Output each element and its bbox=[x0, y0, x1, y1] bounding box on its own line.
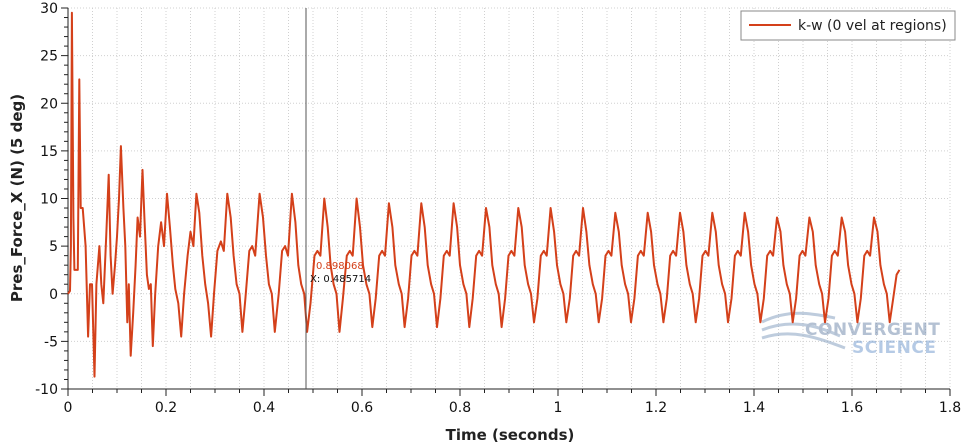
cursor-x-value: X: 0.485714 bbox=[310, 274, 371, 285]
x-tick-label: 0.4 bbox=[253, 400, 275, 416]
logo-swoosh-3 bbox=[761, 332, 846, 350]
logo-swoosh-1 bbox=[761, 311, 836, 324]
watermark-logo: CONVERGENT SCIENCE bbox=[761, 311, 940, 358]
y-tick-label: 10 bbox=[40, 192, 58, 208]
logo-swoosh-2 bbox=[761, 322, 841, 338]
x-tick-label: 1.6 bbox=[841, 400, 863, 416]
y-tick-label: -5 bbox=[44, 334, 58, 350]
x-tick-label: 1 bbox=[554, 400, 563, 416]
y-axis-title: Pres_Force_X (N) (5 deg) bbox=[8, 94, 26, 302]
y-tick-label: 25 bbox=[40, 49, 58, 65]
y-tick-label: 0 bbox=[49, 287, 58, 303]
x-tick-label: 1.8 bbox=[939, 400, 961, 416]
y-tick-label: 15 bbox=[40, 144, 58, 160]
series-line bbox=[67, 11, 901, 378]
logo-text-line2: SCIENCE bbox=[852, 338, 936, 358]
y-tick-label: 30 bbox=[40, 1, 58, 17]
x-tick-label: 0.6 bbox=[351, 400, 373, 416]
y-tick-label: -10 bbox=[35, 382, 58, 398]
x-tick-label: 0.2 bbox=[155, 400, 177, 416]
x-tick-label: 1.4 bbox=[743, 400, 765, 416]
series-layer bbox=[67, 11, 901, 378]
legend[interactable]: k-w (0 vel at regions) bbox=[740, 10, 956, 41]
data-cursor[interactable]: 0.898068 X: 0.485714 bbox=[305, 8, 371, 389]
x-axis-title: Time (seconds) bbox=[446, 426, 575, 444]
legend-series-label: k-w (0 vel at regions) bbox=[798, 18, 947, 34]
logo-text-line1: CONVERGENT bbox=[805, 320, 940, 340]
y-tick-label: 5 bbox=[49, 239, 58, 255]
cursor-y-value: 0.898068 bbox=[316, 261, 364, 272]
x-tick-label: 0.8 bbox=[449, 400, 471, 416]
y-tick-label: 20 bbox=[40, 96, 58, 112]
x-tick-label: 0 bbox=[64, 400, 73, 416]
axis-ticks: 0 0.2 0.4 0.6 0.8 1 1.2 1.4 1.6 1.8 -10 -5 0 5 10 15 20 2… bbox=[35, 1, 961, 416]
x-tick-label: 1.2 bbox=[645, 400, 667, 416]
